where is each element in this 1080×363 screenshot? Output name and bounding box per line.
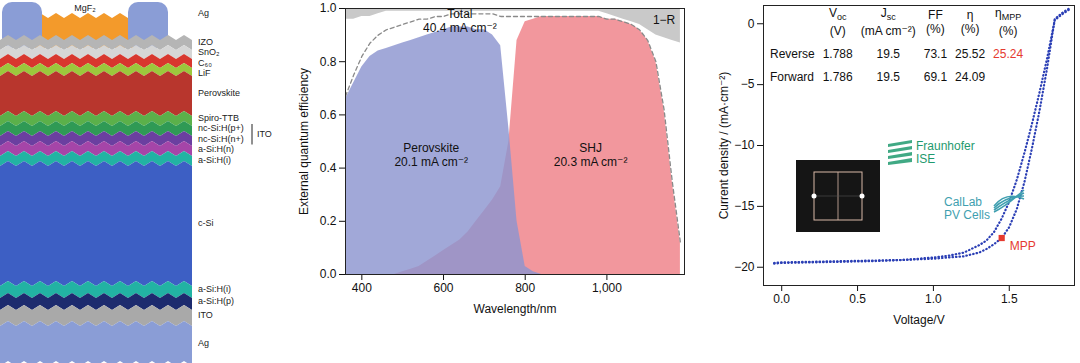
- svg-text:LiF: LiF: [198, 68, 211, 78]
- html-text:19.5: 19.5: [876, 70, 900, 85]
- svg-text:1.0: 1.0: [925, 292, 942, 306]
- html-text:Jsc: Jsc: [880, 6, 896, 23]
- html-text:69.1: 69.1: [923, 70, 948, 85]
- html-text:1.788: 1.788: [822, 47, 853, 62]
- svg-text:0.0: 0.0: [773, 292, 790, 306]
- svg-text:MPP: MPP: [1010, 239, 1036, 253]
- svg-text:ITO: ITO: [198, 310, 213, 320]
- svg-text:Wavelength/nm: Wavelength/nm: [474, 302, 557, 316]
- svg-text:nc-Si:H(n+): nc-Si:H(n+): [198, 134, 244, 144]
- svg-text:0.4: 0.4: [320, 161, 337, 175]
- html-text:CalLab: CalLab: [944, 195, 982, 209]
- svg-text:Ag: Ag: [198, 338, 209, 348]
- html-text:24.09: 24.09: [955, 70, 986, 85]
- svg-text:−20: −20: [734, 260, 755, 274]
- html-text:(V): (V): [829, 24, 846, 39]
- svg-text:SnO₂: SnO₂: [198, 47, 220, 57]
- svg-text:a-Si:H(n): a-Si:H(n): [198, 144, 234, 154]
- html-text:19.5: 19.5: [876, 47, 900, 62]
- svg-text:1.5: 1.5: [1001, 292, 1018, 306]
- html-text:Voc: Voc: [828, 6, 847, 23]
- svg-text:0.5: 0.5: [849, 292, 866, 306]
- svg-text:0.0: 0.0: [320, 267, 337, 281]
- svg-text:600: 600: [434, 281, 454, 295]
- html-text:FF: FF: [928, 8, 943, 23]
- svg-text:−5: −5: [741, 77, 755, 91]
- svg-text:400: 400: [352, 281, 372, 295]
- svg-text:1,000: 1,000: [592, 281, 622, 295]
- svg-text:Ag: Ag: [198, 8, 209, 18]
- svg-text:a-Si:H(i): a-Si:H(i): [198, 155, 231, 165]
- html-text:1.786: 1.786: [822, 70, 853, 85]
- svg-text:800: 800: [515, 281, 535, 295]
- html-text:ISE: ISE: [916, 152, 936, 166]
- svg-text:nc-Si:H(p+): nc-Si:H(p+): [198, 123, 244, 133]
- svg-text:Current density / (mA·cm⁻²): Current density / (mA·cm⁻²): [717, 72, 731, 220]
- svg-text:0.8: 0.8: [320, 55, 337, 69]
- svg-text:1.0: 1.0: [320, 1, 337, 15]
- svg-text:IZO: IZO: [198, 37, 213, 47]
- svg-text:MgF₂: MgF₂: [74, 3, 96, 13]
- html-text:Fraunhofer: Fraunhofer: [916, 139, 975, 153]
- html-text:25.24: 25.24: [993, 47, 1024, 62]
- svg-text:Spiro-TTB: Spiro-TTB: [198, 113, 239, 123]
- svg-text:0.6: 0.6: [320, 108, 337, 122]
- svg-text:−10: −10: [734, 138, 755, 152]
- svg-text:1−R: 1−R: [653, 13, 676, 27]
- html-text:(mA cm⁻²): (mA cm⁻²): [860, 24, 916, 39]
- svg-text:External quantum efficiency: External quantum efficiency: [297, 68, 311, 215]
- svg-text:−15: −15: [734, 199, 755, 213]
- html-text:PV Cells: PV Cells: [944, 208, 990, 222]
- svg-text:c-Si: c-Si: [198, 218, 214, 228]
- html-text:25.52: 25.52: [955, 47, 986, 62]
- svg-text:Voltage/V: Voltage/V: [893, 313, 944, 327]
- svg-text:0.2: 0.2: [320, 214, 337, 228]
- svg-text:Perovskite20.1 mA cm⁻²: Perovskite20.1 mA cm⁻²: [394, 141, 468, 169]
- svg-text:C₆₀: C₆₀: [198, 58, 212, 68]
- html-text:η: η: [966, 8, 974, 23]
- html-text:Forward: Forward: [770, 70, 814, 85]
- html-text:Reverse: Reverse: [770, 47, 815, 62]
- svg-text:0: 0: [748, 17, 755, 31]
- svg-text:SHJ20.3 mA cm⁻²: SHJ20.3 mA cm⁻²: [554, 141, 628, 169]
- svg-text:Perovskite: Perovskite: [198, 88, 240, 98]
- svg-text:a-Si:H(p): a-Si:H(p): [198, 296, 234, 306]
- svg-text:ITO: ITO: [257, 129, 272, 139]
- svg-text:a-Si:H(i): a-Si:H(i): [198, 284, 231, 294]
- html-text:73.1: 73.1: [923, 47, 948, 62]
- svg-text:Total40.4 mA cm⁻²: Total40.4 mA cm⁻²: [423, 7, 497, 35]
- html-text:ηMPP: ηMPP: [995, 6, 1022, 23]
